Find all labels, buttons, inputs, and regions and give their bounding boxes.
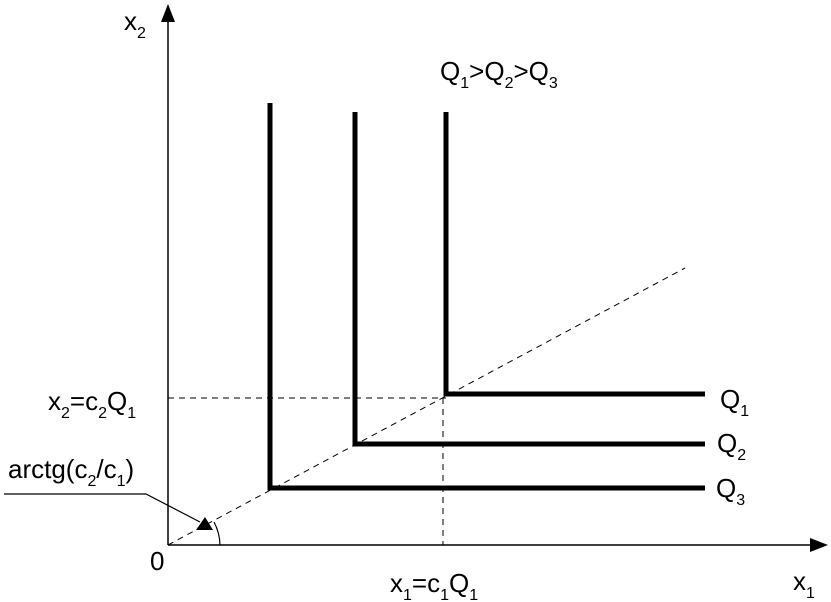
- angle-pointer: [196, 517, 213, 530]
- x1-level-label: x1=c1Q1: [390, 568, 478, 602]
- text-part: x: [793, 566, 806, 596]
- text-part: >Q: [469, 56, 504, 86]
- angle-arc: [213, 521, 221, 546]
- text-part: Q: [717, 428, 737, 458]
- subscript: 2: [98, 405, 107, 422]
- text-part: x: [124, 6, 137, 36]
- text-part: =c: [70, 386, 98, 416]
- subscript: 1: [403, 587, 412, 602]
- angle-leader: [4, 493, 201, 523]
- q1-label: Q1: [720, 384, 749, 420]
- subscript: 1: [127, 405, 136, 422]
- angle-label: arctg(c2/c1): [8, 454, 134, 490]
- subscript: 2: [737, 447, 746, 464]
- subscript: 3: [736, 492, 745, 509]
- subscript: 1: [117, 473, 126, 490]
- text-part: Q: [716, 473, 736, 503]
- text-part: Q: [440, 56, 460, 86]
- text-part: 0: [150, 546, 164, 576]
- subscript: 2: [87, 473, 96, 490]
- subscript: 1: [740, 403, 749, 420]
- q3-label: Q3: [716, 473, 745, 509]
- isoquant-q2: [352, 112, 705, 447]
- subscript: 1: [440, 587, 449, 602]
- origin-label: 0: [150, 546, 164, 576]
- subscript: 1: [460, 75, 469, 92]
- order-label: Q1>Q2>Q3: [440, 56, 558, 92]
- text-part: x: [48, 386, 61, 416]
- x2-level-label: x2=c2Q1: [48, 386, 136, 422]
- text-part: /c: [96, 454, 116, 484]
- subscript: 2: [61, 405, 70, 422]
- text-part: ): [126, 454, 135, 484]
- isoquant-q3: [267, 103, 705, 491]
- expansion-ray: [167, 267, 686, 546]
- text-part: Q: [449, 568, 469, 598]
- y-axis-label: x2: [124, 6, 146, 42]
- text-part: >Q: [513, 56, 548, 86]
- subscript: 1: [469, 587, 478, 602]
- subscript: 3: [549, 75, 558, 92]
- y-axis-arrow: [161, 4, 175, 22]
- text-part: =c: [412, 568, 440, 598]
- subscript: 1: [806, 585, 815, 602]
- subscript: 2: [505, 75, 514, 92]
- text-part: Q: [107, 386, 127, 416]
- text-part: x: [390, 568, 403, 598]
- x-axis-arrow: [810, 538, 828, 552]
- subscript: 2: [137, 25, 146, 42]
- text-part: Q: [720, 384, 740, 414]
- x-axis-label: x1: [793, 566, 815, 602]
- q2-label: Q2: [717, 428, 746, 464]
- isoquant-q1: [443, 112, 705, 397]
- text-part: arctg(c: [8, 454, 87, 484]
